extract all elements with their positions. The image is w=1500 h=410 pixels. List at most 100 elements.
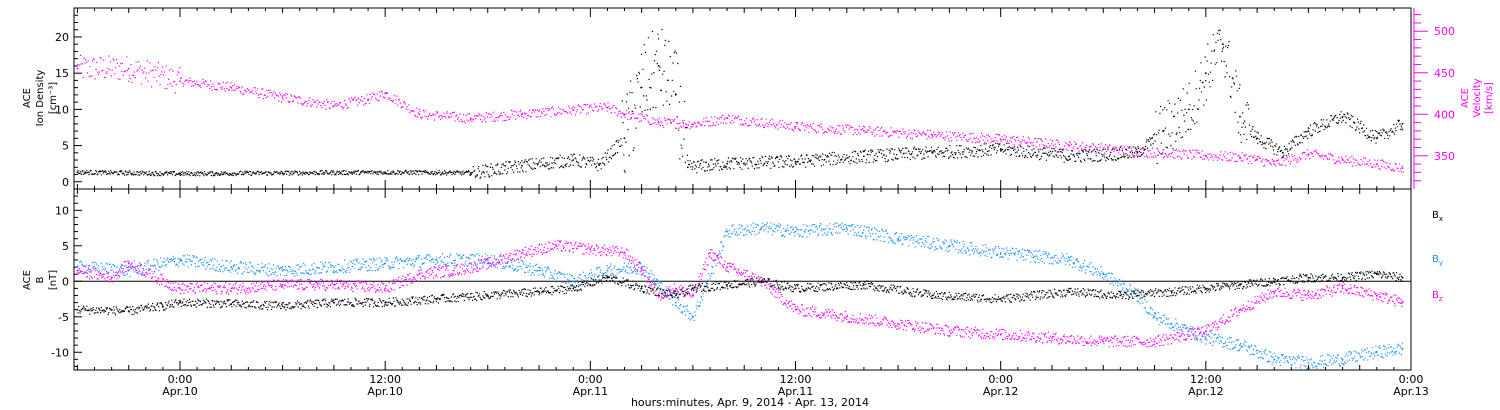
by-series-point-5 — [333, 266, 335, 268]
density-series-point-15 — [863, 155, 865, 158]
bz-series-point-24 — [845, 315, 848, 318]
bz-series-point-10 — [452, 269, 455, 272]
density-series-point-21 — [1187, 108, 1190, 111]
x-tick-time-2: 0:00 — [578, 373, 603, 386]
density-series-point-8 — [623, 137, 626, 140]
bx-series-point-18 — [794, 287, 797, 290]
by-series-point-31 — [1273, 358, 1276, 361]
bz-series-point-32 — [1239, 308, 1241, 311]
bz-series-point-12 — [521, 252, 523, 254]
density-series-point-1 — [179, 172, 181, 175]
bz-series-point-36 — [1375, 294, 1378, 297]
density-tick-label-0: 0 — [62, 176, 69, 189]
velocity-tick-label-0: 350 — [1434, 150, 1455, 163]
plasma-data — [76, 28, 1404, 179]
x-tick-date-1: Apr.10 — [367, 385, 403, 398]
density-series-point-2 — [281, 172, 284, 175]
density-series-point-9 — [640, 86, 643, 89]
velocity-series-point-9 — [469, 117, 472, 120]
bx-series-point-26 — [1239, 283, 1241, 286]
by-series-point-4 — [281, 269, 284, 272]
by-series-point-32 — [1307, 362, 1310, 364]
x-axis-title: hours:minutes, Apr. 9, 2014 - Apr. 13, 2… — [631, 396, 869, 409]
bx-series-point-13 — [640, 287, 643, 290]
velocity-series-points — [77, 54, 1404, 173]
bz-series-points — [77, 239, 1404, 348]
bz-series-point-5 — [230, 287, 233, 290]
bx-series-point-1 — [127, 310, 130, 312]
by-series-point-17 — [794, 230, 797, 233]
bz-series-point-0 — [76, 269, 79, 272]
bx-series-point-5 — [281, 305, 284, 307]
bx-series-point-20 — [931, 294, 934, 297]
bz-series-point-25 — [897, 323, 899, 325]
bz-series-point-9 — [418, 273, 421, 276]
x-tick-time-6: 0:00 — [1399, 373, 1424, 386]
bz-series-point-4 — [179, 287, 181, 290]
density-series-point-17 — [999, 148, 1002, 151]
by-series-point-35 — [1401, 347, 1404, 350]
by-series-point-2 — [179, 259, 181, 261]
by-series-point-14 — [692, 315, 694, 318]
velocity-tick-label-3: 500 — [1434, 25, 1455, 38]
field-tick-label-1: -5 — [58, 311, 69, 324]
bx-series-point-27 — [1273, 280, 1276, 283]
by-series-point-21 — [999, 252, 1002, 254]
by-series-point-10 — [572, 280, 575, 283]
by-series-point-16 — [760, 227, 763, 229]
velocity-series-point-3 — [230, 86, 233, 89]
density-tick-label-4: 20 — [55, 31, 69, 44]
density-series-point-0 — [76, 171, 79, 174]
velocity-series-point-17 — [794, 125, 797, 128]
velocity-series-point-0 — [76, 67, 79, 70]
by-series-point-29 — [1204, 337, 1207, 339]
field-tick-label-2: 0 — [62, 275, 69, 288]
legend-bz: Bz — [1432, 290, 1443, 303]
bx-series-point-25 — [1204, 287, 1207, 290]
bz-series-point-2 — [127, 262, 130, 265]
field-ylabel-line-1: B — [35, 276, 46, 283]
x-tick-date-4: Apr.12 — [983, 385, 1019, 398]
bx-series-point-12 — [606, 276, 609, 279]
bx-series-point-8 — [435, 298, 438, 300]
bz-series-point-8 — [384, 287, 387, 290]
velocity-series-point-8 — [418, 113, 421, 116]
by-series-point-26 — [1153, 315, 1156, 318]
density-tick-label-2: 10 — [55, 103, 69, 116]
legend-by-sub: y — [1439, 259, 1443, 267]
bz-series-point-1 — [110, 276, 113, 279]
by-series-point-15 — [726, 230, 728, 233]
density-series-point-14 — [794, 160, 797, 163]
bz-series-point-34 — [1307, 294, 1310, 297]
x-tick-date-0: Apr.10 — [162, 385, 198, 398]
x-tick-time-5: 12:00 — [1190, 373, 1222, 386]
bz-series-point-18 — [674, 287, 677, 290]
velocity-series-point-4 — [281, 96, 284, 99]
bz-series-point-21 — [726, 266, 728, 268]
by-series — [76, 222, 1404, 370]
by-series-point-22 — [1034, 255, 1036, 258]
velocity-series-point-13 — [623, 113, 626, 116]
bz-series-point-33 — [1273, 291, 1276, 293]
density-series-point-18 — [1068, 155, 1070, 158]
density-series-point-19 — [1136, 151, 1139, 154]
velocity-series-point-23 — [1204, 154, 1207, 157]
bz-series-point-30 — [1153, 340, 1156, 343]
legend-bz-main: B — [1432, 290, 1439, 301]
bx-series-point-19 — [863, 283, 865, 286]
by-series-point-8 — [486, 259, 489, 261]
velocity-series-point-19 — [931, 134, 934, 136]
bx-series-point-28 — [1307, 276, 1310, 279]
field-tick-label-4: 10 — [55, 204, 69, 217]
velocity-series-point-15 — [692, 123, 694, 126]
density-series-point-3 — [384, 171, 387, 174]
bz-series-point-20 — [709, 252, 711, 254]
density-series — [76, 28, 1404, 179]
density-series-point-23 — [1222, 43, 1224, 46]
bz-series-point-23 — [794, 308, 797, 311]
bz-series-point-3 — [162, 280, 164, 283]
bx-series-point-16 — [726, 283, 728, 286]
bx-series-point-3 — [179, 301, 181, 304]
by-series-point-27 — [1170, 323, 1173, 325]
